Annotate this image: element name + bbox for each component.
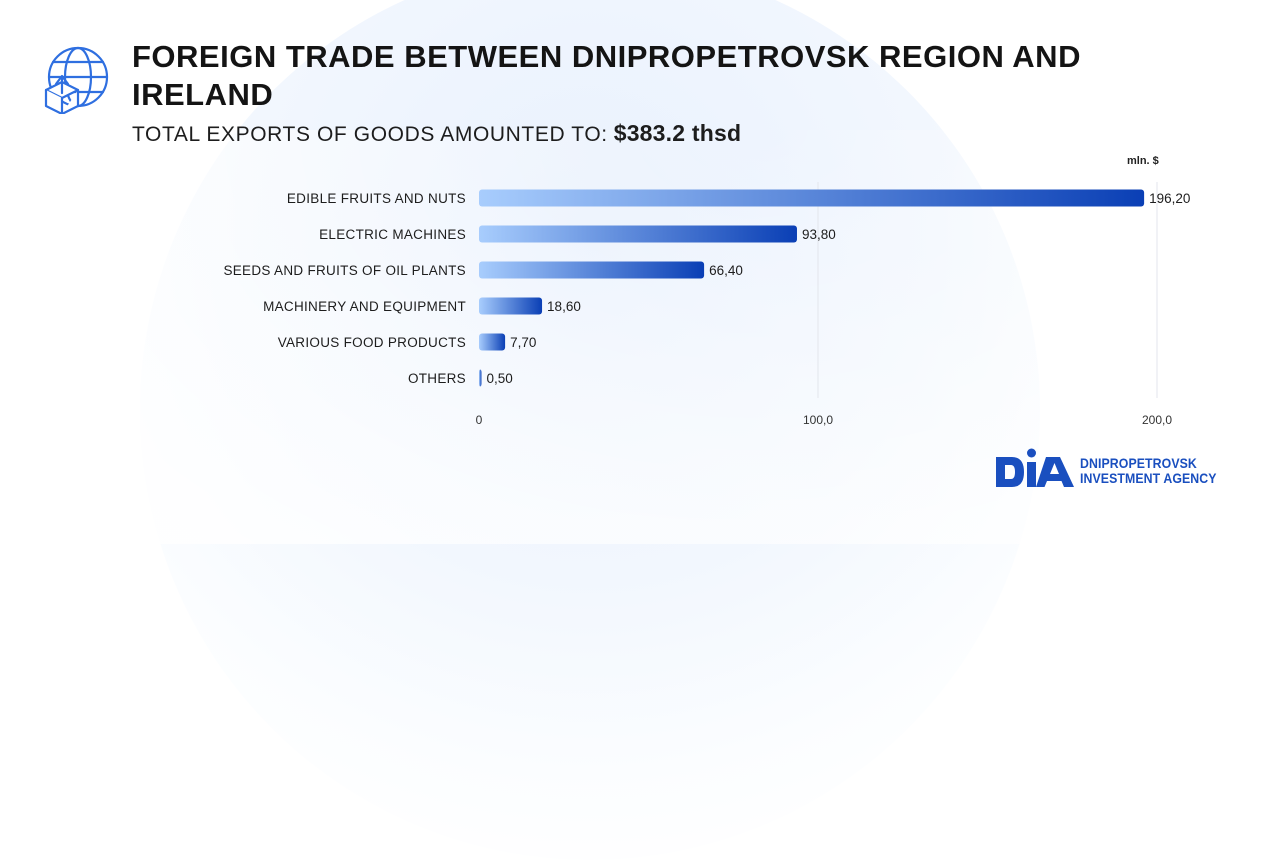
bar [479, 297, 543, 315]
x-tick-label: 200,0 [1142, 413, 1172, 427]
bar [479, 261, 705, 279]
x-tick-label: 0 [476, 413, 483, 427]
value-label: 196,20 [1149, 191, 1190, 206]
unit-label: mln. $ [1127, 155, 1159, 167]
value-label: 18,60 [547, 299, 581, 314]
category-label: MACHINERY AND EQUIPMENT [263, 299, 466, 314]
category-label: VARIOUS FOOD PRODUCTS [278, 335, 466, 350]
dia-logo-line1: DNIPROPETROVSK [1080, 455, 1197, 471]
bar [479, 333, 506, 351]
infographic: FOREIGN TRADE BETWEEN DNIPROPETROVSK REG… [42, 39, 1216, 492]
bar-chart: 0 100,0 200,0 EDIBLE FRUITS AND NUTS 196,20 E… [223, 182, 1190, 427]
category-label: SEEDS AND FRUITS OF OIL PLANTS [223, 263, 466, 278]
category-label: OTHERS [408, 371, 466, 386]
category-label: ELECTRIC MACHINES [319, 227, 466, 242]
bar [479, 189, 1145, 207]
dia-logo-mark [996, 448, 1074, 487]
value-label: 93,80 [802, 227, 836, 242]
value-label: 0,50 [487, 371, 513, 386]
globe-box-icon [42, 46, 110, 116]
dia-logo: DNIPROPETROVSK INVESTMENT AGENCY [994, 448, 1216, 492]
total-exports-label: TOTAL EXPORTS OF GOODS AMOUNTED TO: [132, 123, 608, 146]
dia-logo-line2: INVESTMENT AGENCY [1080, 470, 1217, 486]
value-label: 66,40 [709, 263, 743, 278]
bar [479, 369, 482, 387]
page-title: FOREIGN TRADE BETWEEN DNIPROPETROVSK REG… [132, 39, 1081, 112]
x-tick-label: 100,0 [803, 413, 833, 427]
total-exports-line: TOTAL EXPORTS OF GOODS AMOUNTED TO: $383.… [132, 120, 741, 147]
category-label: EDIBLE FRUITS AND NUTS [287, 191, 466, 206]
dia-logo-text: DNIPROPETROVSK INVESTMENT AGENCY [1080, 456, 1217, 486]
value-label: 7,70 [510, 335, 536, 350]
bar [479, 225, 797, 243]
total-exports-value: $383.2 thsd [613, 120, 742, 146]
